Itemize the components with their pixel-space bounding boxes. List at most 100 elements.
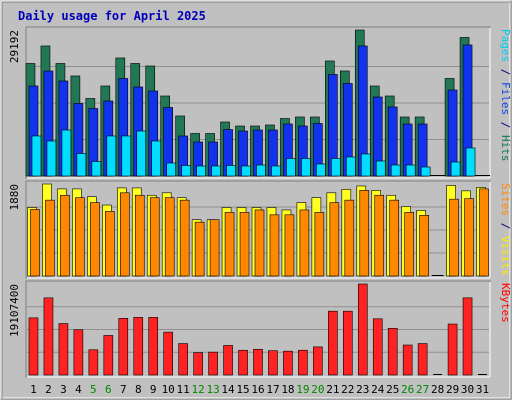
bar-kbytes-day-10 [163,331,173,376]
x-tick-label: 19 [296,383,309,396]
panel-visits-series-labels: Sites / Visits [499,183,512,276]
bar-kbytes-day-30 [462,297,473,376]
bar-kbytes-day-3 [58,323,69,376]
bar-sites-day-23 [359,190,370,277]
x-tick-label: 10 [162,383,175,396]
bar-pages-day-1 [31,135,42,177]
bar-kbytes-day-6 [103,335,114,376]
bar-sites-day-1 [30,209,40,277]
x-tick-label: 1 [30,383,37,396]
bar-pages-day-14 [226,165,236,177]
panel-visits: 1880 Sites / Visits [8,180,512,279]
x-axis: 1 2 3 4 5 6 7 8 9 10 11 12 13 14 15 16 17 18 19 20 21 22 23 24 2… [30,383,489,396]
bar-kbytes-day-14 [223,345,233,376]
panels-layer: 29192 Pages / Files / Hits 1880 Sites / Vis… [8,26,512,378]
series-label-part: Visits [499,236,512,276]
panel-kbytes: 19107400 KBytes [8,280,512,378]
bar-pages-day-19 [301,158,311,177]
bar-kbytes-day-4 [73,329,84,376]
x-tick-label: 17 [266,383,279,396]
bar-sites-day-21 [329,202,340,277]
bar-pages-day-23 [360,153,371,177]
bar-kbytes-day-5 [88,349,99,376]
bar-pages-day-22 [346,156,356,177]
bar-pages-day-25 [390,164,401,177]
bar-sites-day-31 [479,188,489,277]
bar-pages-day-24 [375,160,386,177]
series-label-part: Hits [499,135,512,162]
bar-sites-day-25 [389,199,400,277]
bar-kbytes-day-26 [402,344,413,376]
x-tick-label: 22 [341,383,354,396]
series-label-part: / [499,62,512,82]
bar-kbytes-day-31 [478,374,488,375]
bar-sites-day-3 [60,194,70,277]
bar-sites-day-16 [254,209,265,277]
bar-sites-day-20 [314,212,325,277]
bar-sites-day-27 [419,215,429,277]
bar-kbytes-day-13 [208,351,218,376]
bar-pages-day-26 [405,164,416,177]
bar-kbytes-day-28 [433,374,443,375]
bar-kbytes-day-15 [238,349,248,376]
bar-pages-day-30 [465,147,476,177]
bar-kbytes-day-18 [283,350,293,376]
x-tick-label: 23 [356,383,369,396]
bar-kbytes-day-7 [118,318,129,376]
bar-sites-day-2 [45,199,55,277]
panel-kbytes-max-label: 19107400 [8,284,21,337]
x-tick-label: 12 [192,383,205,396]
series-label-part: / [499,115,512,135]
x-tick-label: 3 [60,383,67,396]
bar-kbytes-day-24 [372,318,383,376]
bar-kbytes-day-16 [253,348,263,376]
x-tick-label: 6 [105,383,112,396]
x-tick-label: 26 [401,383,414,396]
bar-pages-day-4 [76,153,87,177]
bar-sites-day-15 [239,212,250,277]
bar-sites-day-9 [149,197,160,277]
bar-kbytes-day-9 [148,317,159,376]
bar-pages-day-9 [151,140,162,177]
series-label-part: Files [499,82,512,115]
bar-pages-day-27 [420,166,431,177]
bar-sites-day-5 [90,202,100,277]
series-label-part: Sites [499,183,512,216]
bar-kbytes-day-1 [28,317,39,376]
chart-title: Daily usage for April 2025 [18,9,206,23]
bar-sites-day-17 [269,214,280,277]
x-tick-label: 24 [371,383,385,396]
bar-kbytes-day-19 [298,349,308,376]
bar-pages-day-7 [121,135,132,177]
bar-pages-day-20 [316,163,326,177]
x-tick-label: 2 [45,383,52,396]
bar-kbytes-day-25 [387,328,398,376]
x-tick-label: 21 [326,383,339,396]
bar-pages-day-5 [91,161,102,177]
bar-pages-day-21 [331,158,341,177]
panel-hits-max-label: 29192 [8,30,21,63]
bar-kbytes-day-8 [133,317,144,376]
bar-sites-day-7 [119,192,130,277]
bar-pages-day-11 [181,165,191,177]
bar-sites-day-6 [105,211,115,277]
x-tick-label: 9 [150,383,157,396]
x-tick-label: 28 [431,383,444,396]
bar-pages-day-15 [241,165,251,177]
bar-pages-day-28 [436,175,446,176]
bar-kbytes-day-23 [357,283,368,376]
series-label-part: / [499,216,512,236]
bar-kbytes-day-29 [447,323,458,376]
bar-sites-day-22 [344,199,355,277]
x-tick-label: 15 [236,383,249,396]
bar-sites-day-26 [404,212,414,277]
bar-kbytes-day-17 [268,350,278,376]
bar-sites-day-11 [179,199,190,277]
x-tick-label: 4 [75,383,82,396]
series-label-part: KBytes [499,283,512,323]
x-tick-label: 16 [251,383,264,396]
bar-pages-day-13 [211,165,221,177]
